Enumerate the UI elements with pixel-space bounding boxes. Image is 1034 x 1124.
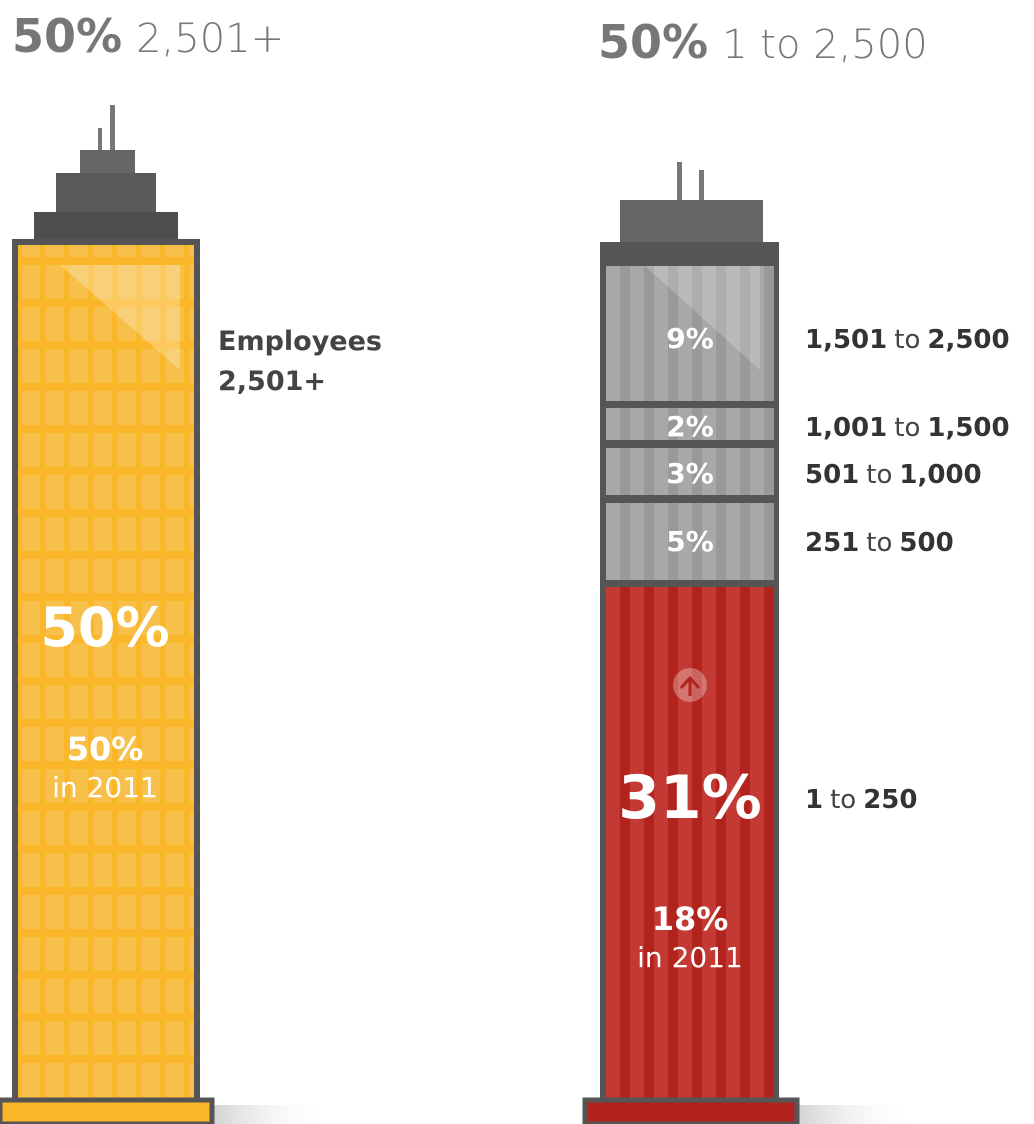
segment-pct: 9% [666,322,714,355]
left-building [0,105,330,1124]
left-label: 2,501+ [136,16,284,62]
range-label: 1 to 250 [805,785,917,815]
right-share: 50% [598,15,708,69]
range-sep: to [866,528,892,558]
range-sep: to [830,785,856,815]
left-prev: 50% [67,730,144,768]
left-caption: 2,501+ [218,366,326,397]
right-header: 50% 1 to 2,500 [598,15,928,69]
segment-pct: 2% [666,410,714,443]
range-sep: to [894,325,920,355]
range-to: 2,500 [927,325,1009,355]
range-from: 1 [805,785,823,815]
range-from: 251 [805,528,859,558]
range-label: 501 to 1,000 [805,460,982,490]
range-label: 251 to 500 [805,528,954,558]
range-label: 1,001 to 1,500 [805,413,1010,443]
range-to: 1,000 [899,460,981,490]
left-big: 50% [40,596,169,659]
range-from: 501 [805,460,859,490]
range-sep: to [894,413,920,443]
segment-big-pct: 31% [618,763,762,833]
left-share: 50% [12,9,122,63]
left-header: 50% 2,501+ [12,9,284,63]
right-label: 1 to 2,500 [722,22,928,68]
range-to: 250 [863,785,917,815]
range-to: 1,500 [927,413,1009,443]
left-prev-note: in 2011 [52,771,158,804]
range-from: 1,501 [805,325,887,355]
segment-pct: 3% [666,457,714,490]
left-caption: Employees [218,326,382,357]
right-prev-note: in 2011 [637,941,743,974]
right-building [582,162,915,1124]
range-label: 1,501 to 2,500 [805,325,1010,355]
right-prev: 18% [652,900,729,938]
range-sep: to [866,460,892,490]
range-from: 1,001 [805,413,887,443]
range-to: 500 [899,528,953,558]
segment-pct: 5% [666,525,714,558]
